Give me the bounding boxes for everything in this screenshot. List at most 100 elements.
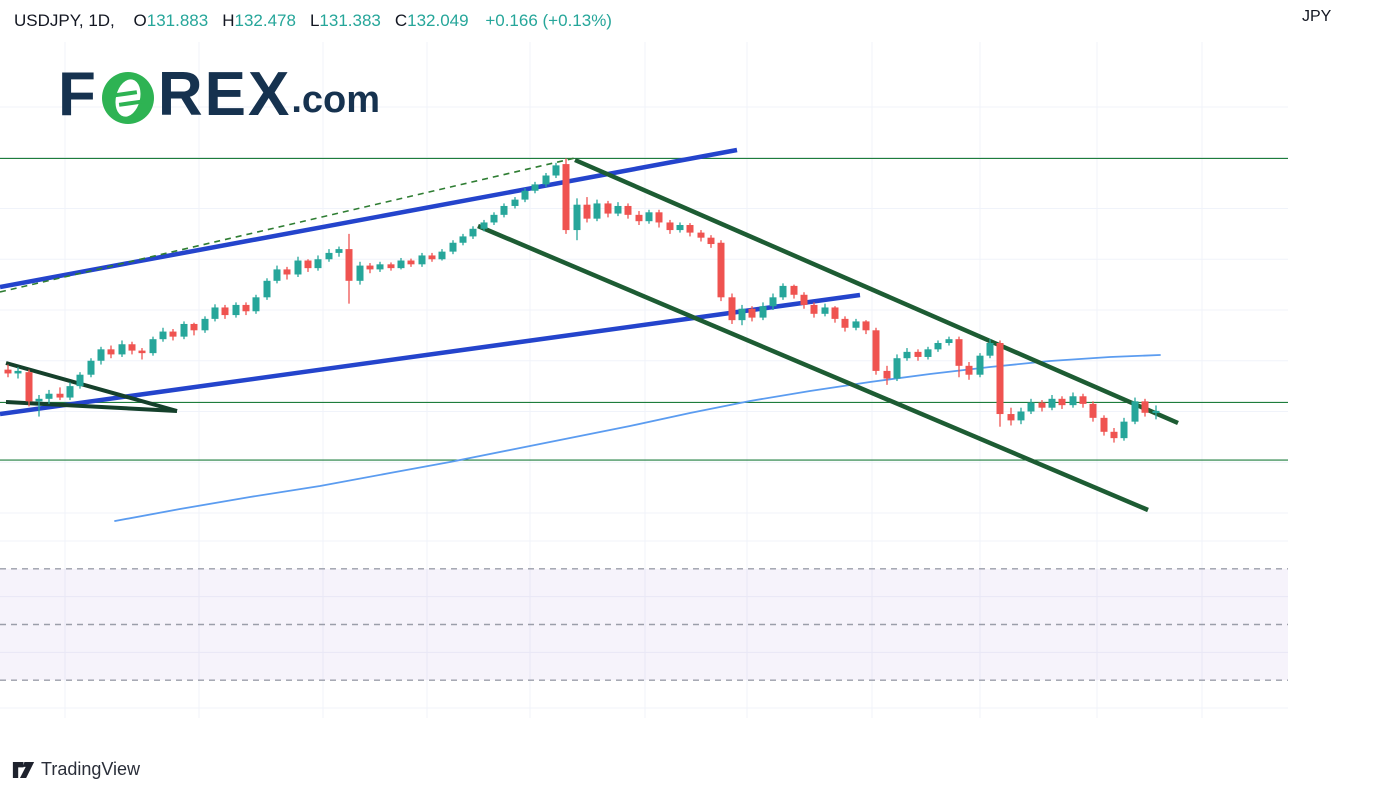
- candle-body[interactable]: [655, 212, 663, 223]
- candle-body[interactable]: [66, 386, 74, 398]
- candle-body[interactable]: [604, 203, 612, 214]
- symbol-title[interactable]: USDJPY, 1D,: [14, 11, 115, 30]
- candle-body[interactable]: [945, 339, 953, 343]
- candle-body[interactable]: [1141, 401, 1149, 413]
- candle-body[interactable]: [263, 280, 271, 298]
- candle-body[interactable]: [707, 237, 715, 245]
- candle-body[interactable]: [1089, 403, 1097, 418]
- candle-body[interactable]: [531, 184, 539, 191]
- candle-body[interactable]: [635, 214, 643, 222]
- candle-body[interactable]: [201, 318, 209, 331]
- candle-body[interactable]: [583, 204, 591, 219]
- tradingview-logo[interactable]: TradingView: [12, 759, 140, 780]
- candle-body[interactable]: [76, 374, 84, 387]
- candle-body[interactable]: [645, 212, 653, 222]
- candle-body[interactable]: [769, 297, 777, 307]
- candle-body[interactable]: [862, 321, 870, 331]
- candle-body[interactable]: [366, 265, 374, 270]
- candle-body[interactable]: [593, 203, 601, 219]
- candle-body[interactable]: [490, 214, 498, 223]
- candle-body[interactable]: [325, 252, 333, 260]
- candle-body[interactable]: [976, 355, 984, 375]
- candle-body[interactable]: [790, 285, 798, 295]
- candle-body[interactable]: [273, 269, 281, 281]
- candle-body[interactable]: [190, 323, 198, 331]
- candle-body[interactable]: [1069, 396, 1077, 406]
- candle-body[interactable]: [180, 323, 188, 337]
- candle-body[interactable]: [676, 224, 684, 231]
- candle-body[interactable]: [221, 307, 229, 316]
- candle-body[interactable]: [459, 236, 467, 243]
- candle-body[interactable]: [1027, 402, 1035, 412]
- candle-body[interactable]: [14, 370, 22, 374]
- candle-body[interactable]: [841, 318, 849, 328]
- candle-body[interactable]: [345, 249, 353, 281]
- candle-body[interactable]: [810, 304, 818, 314]
- candle-body[interactable]: [211, 307, 219, 319]
- candle-body[interactable]: [294, 260, 302, 275]
- candle-body[interactable]: [283, 269, 291, 275]
- candle-body[interactable]: [552, 165, 560, 176]
- candle-body[interactable]: [1131, 401, 1139, 422]
- candle-body[interactable]: [418, 255, 426, 265]
- candle-body[interactable]: [573, 204, 581, 231]
- candle-body[interactable]: [1038, 402, 1046, 408]
- candle-body[interactable]: [45, 393, 53, 399]
- candle-body[interactable]: [35, 398, 43, 402]
- candle-body[interactable]: [438, 251, 446, 260]
- candle-body[interactable]: [686, 224, 694, 233]
- candle-body[interactable]: [1100, 417, 1108, 432]
- candle-body[interactable]: [996, 342, 1004, 415]
- candle-body[interactable]: [562, 164, 570, 231]
- candle-body[interactable]: [1017, 411, 1025, 421]
- candle-body[interactable]: [697, 232, 705, 238]
- axis-currency-label[interactable]: JPY: [1302, 8, 1332, 25]
- candle-body[interactable]: [955, 339, 963, 366]
- candle-body[interactable]: [872, 330, 880, 371]
- candle-body[interactable]: [232, 304, 240, 316]
- candle-body[interactable]: [831, 307, 839, 319]
- candle-body[interactable]: [1110, 431, 1118, 439]
- candle-body[interactable]: [128, 344, 136, 351]
- candle-body[interactable]: [965, 365, 973, 375]
- candle-body[interactable]: [242, 304, 250, 312]
- candle-body[interactable]: [356, 265, 364, 281]
- candle-body[interactable]: [138, 350, 146, 354]
- candle-body[interactable]: [97, 349, 105, 361]
- candle-body[interactable]: [252, 297, 260, 312]
- candle-body[interactable]: [542, 175, 550, 185]
- candle-body[interactable]: [1048, 398, 1056, 408]
- candle-body[interactable]: [759, 306, 767, 318]
- candle-body[interactable]: [87, 360, 95, 375]
- candle-body[interactable]: [500, 205, 508, 215]
- candle-body[interactable]: [397, 260, 405, 269]
- candle-body[interactable]: [1007, 414, 1015, 421]
- candle-body[interactable]: [56, 393, 64, 398]
- candle-body[interactable]: [666, 222, 674, 231]
- candle-body[interactable]: [800, 294, 808, 305]
- candle-body[interactable]: [107, 349, 115, 355]
- candle-body[interactable]: [934, 342, 942, 350]
- candle-body[interactable]: [903, 351, 911, 359]
- candle-body[interactable]: [1152, 410, 1160, 413]
- candle-body[interactable]: [1120, 421, 1128, 439]
- candle-body[interactable]: [159, 331, 167, 340]
- candle-body[interactable]: [986, 342, 994, 356]
- candle-body[interactable]: [779, 285, 787, 298]
- candle-body[interactable]: [1079, 396, 1087, 404]
- candle-body[interactable]: [614, 205, 622, 214]
- candle-body[interactable]: [728, 297, 736, 321]
- candle-body[interactable]: [1058, 398, 1066, 406]
- candle-body[interactable]: [924, 349, 932, 357]
- candle-body[interactable]: [469, 228, 477, 237]
- candle-body[interactable]: [149, 339, 157, 354]
- candle-body[interactable]: [480, 222, 488, 229]
- candle-body[interactable]: [748, 308, 756, 318]
- candle-body[interactable]: [624, 205, 632, 215]
- candle-body[interactable]: [883, 370, 891, 379]
- candle-body[interactable]: [914, 351, 922, 357]
- candle-body[interactable]: [25, 372, 33, 402]
- candle-body[interactable]: [821, 307, 829, 314]
- candle-body[interactable]: [314, 259, 322, 269]
